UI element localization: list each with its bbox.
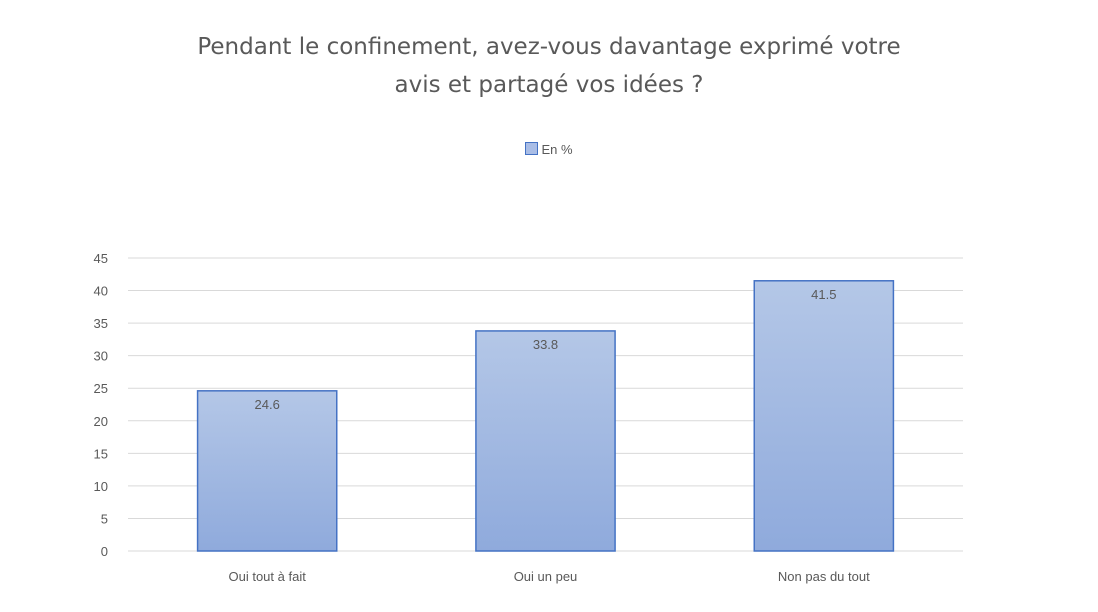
x-tick-label: Non pas du tout bbox=[778, 569, 870, 584]
y-axis: 0 5 10 15 20 25 30 35 40 45 bbox=[94, 251, 108, 559]
y-tick-label: 35 bbox=[94, 316, 108, 331]
y-tick-label: 40 bbox=[94, 284, 108, 299]
bar bbox=[196, 390, 338, 552]
x-tick-label: Oui tout à fait bbox=[229, 569, 307, 584]
x-tick-label: Oui un peu bbox=[514, 569, 578, 584]
data-label: 33.8 bbox=[533, 337, 558, 352]
data-label: 41.5 bbox=[811, 287, 836, 302]
y-tick-label: 10 bbox=[94, 479, 108, 494]
chart-title-line-1: Pendant le confinement, avez-vous davant… bbox=[197, 34, 901, 60]
bar bbox=[753, 280, 895, 552]
y-tick-label: 0 bbox=[101, 544, 108, 559]
chart-title-line-2: avis et partagé vos idées ? bbox=[394, 72, 704, 98]
legend: En % bbox=[0, 142, 1098, 157]
y-tick-label: 20 bbox=[94, 414, 108, 429]
x-axis: Oui tout à fait Oui un peu Non pas du tout bbox=[229, 569, 871, 584]
bars: 24.6 33.8 41.5 bbox=[196, 280, 895, 552]
legend-label: En % bbox=[541, 142, 573, 157]
legend-swatch bbox=[525, 142, 539, 155]
y-tick-label: 30 bbox=[94, 349, 108, 364]
y-tick-label: 25 bbox=[94, 381, 108, 396]
y-tick-label: 45 bbox=[94, 251, 108, 266]
y-tick-label: 5 bbox=[101, 511, 108, 526]
chart-title: Pendant le confinement, avez-vous davant… bbox=[0, 28, 1098, 104]
y-tick-label: 15 bbox=[94, 446, 108, 461]
data-label: 24.6 bbox=[255, 397, 280, 412]
bar bbox=[475, 330, 616, 552]
